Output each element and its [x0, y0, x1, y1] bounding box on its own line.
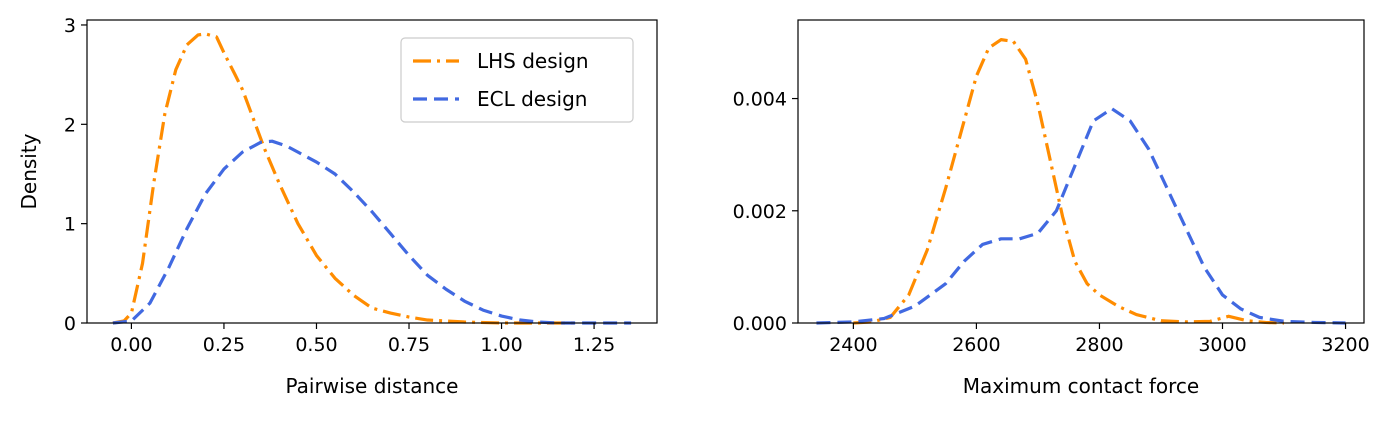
x-tick-label: 0.25: [203, 334, 245, 356]
legend-label-lhs-design: LHS design: [477, 49, 589, 73]
x-tick-label: 0.00: [110, 334, 152, 356]
y-tick-label: 1: [64, 214, 76, 236]
y-axis-label: Density: [17, 133, 41, 209]
axes-frame: [86, 19, 658, 324]
y-tick-label: 0.002: [733, 201, 787, 223]
x-tick-label: 3000: [1198, 334, 1246, 356]
x-axis-label: Pairwise distance: [286, 374, 459, 398]
y-tick-label: 2: [64, 114, 76, 136]
chart-maximum-contact-force: 2400 2600 2800 3000 3200 0.000 0.002 0.004 Maxim…: [733, 19, 1370, 398]
x-tick-label: 2600: [952, 334, 1000, 356]
legend-box: [400, 37, 634, 123]
y-tick-label: 0.000: [733, 313, 787, 335]
series-line-lhs-design: [853, 38, 1285, 325]
y-tick-label: 0.004: [733, 89, 787, 111]
legend-label-ecl-design: ECL design: [477, 87, 587, 111]
x-tick-label: 0.75: [388, 334, 430, 356]
x-tick-label: 1.25: [573, 334, 615, 356]
chart-pairwise-distance: 0.00 0.25 0.50 0.75 1.00 1.25 0 1 2 3 Pairwise dis…: [17, 15, 658, 398]
x-tick-label: 3200: [1321, 334, 1369, 356]
x-tick-label: 2800: [1075, 334, 1123, 356]
axes-frame: [797, 19, 1365, 324]
legend: LHS design ECL design: [400, 37, 634, 123]
series-line-lhs-design: [112, 32, 576, 325]
y-tick-label: 3: [64, 15, 76, 37]
series-line-ecl-design: [816, 107, 1346, 325]
series-line-ecl-design: [112, 139, 632, 325]
x-axis-label: Maximum contact force: [963, 374, 1199, 398]
x-tick-label: 1.00: [480, 334, 522, 356]
x-tick-label: 2400: [829, 334, 877, 356]
x-tick-label: 0.50: [295, 334, 337, 356]
y-tick-label: 0: [64, 313, 76, 335]
